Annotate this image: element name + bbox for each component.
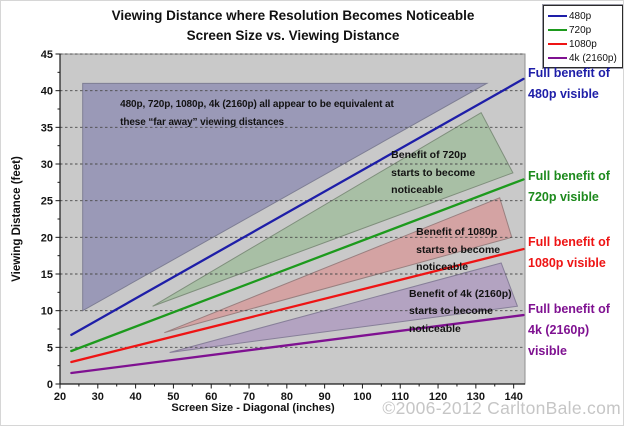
legend: 480p 720p 1080p 4k (2160p) xyxy=(543,5,623,68)
full-benefit-720p: Full benefit of 720p visible xyxy=(528,169,610,205)
legend-item-4k-2160p-: 4k (2160p) xyxy=(548,51,619,65)
legend-label: 4k (2160p) xyxy=(569,52,617,64)
svg-text:0: 0 xyxy=(47,379,53,391)
note-equivalence: 480p, 720p, 1080p, 4k (2160p) all appear… xyxy=(120,98,394,128)
legend-item-480p: 480p xyxy=(548,9,619,23)
note-benefit-4k: Benefit of 4k (2160p) starts to become not… xyxy=(408,287,512,335)
x-axis-label: Screen Size - Diagonal (inches) xyxy=(171,402,335,414)
legend-label: 480p xyxy=(569,10,592,22)
legend-line-swatch xyxy=(548,14,567,18)
svg-text:15: 15 xyxy=(41,269,53,281)
legend-item-1080p: 1080p xyxy=(548,37,619,51)
svg-text:40: 40 xyxy=(41,86,53,98)
watermark: ©2006-2012 CarltonBale.com xyxy=(382,398,621,418)
svg-text:5: 5 xyxy=(47,342,53,354)
chart-title: Viewing Distance where Resolution Become… xyxy=(111,8,475,23)
svg-text:20: 20 xyxy=(41,232,53,244)
svg-text:20: 20 xyxy=(54,391,66,403)
svg-text:35: 35 xyxy=(41,122,53,134)
legend-label: 1080p xyxy=(569,38,597,50)
legend-line-swatch xyxy=(548,42,567,46)
svg-text:10: 10 xyxy=(41,306,53,318)
legend-label: 720p xyxy=(569,24,592,36)
note-benefit-1080p: Benefit of 1080p starts to become noticeab… xyxy=(416,226,501,274)
title-block: Viewing Distance where Resolution Become… xyxy=(1,6,585,46)
svg-text:30: 30 xyxy=(41,159,53,171)
full-benefit-1080p: Full benefit of 1080p visible xyxy=(528,235,610,271)
legend-item-720p: 720p xyxy=(548,23,619,37)
full-benefit-4k: Full benefit of 4k (2160p) visible xyxy=(528,301,610,358)
svg-text:25: 25 xyxy=(41,196,53,208)
chart-subtitle: Screen Size vs. Viewing Distance xyxy=(186,28,400,43)
legend-line-swatch xyxy=(548,28,567,32)
y-axis-label: Viewing Distance (feet) xyxy=(11,156,23,282)
region-benefit-720p xyxy=(152,111,514,307)
full-benefit-480p: Full benefit of 480p visible xyxy=(528,65,610,101)
legend-line-swatch xyxy=(548,56,567,60)
note-benefit-720p: Benefit of 720p starts to become noticeabl… xyxy=(391,149,476,197)
svg-text:45: 45 xyxy=(41,49,53,61)
